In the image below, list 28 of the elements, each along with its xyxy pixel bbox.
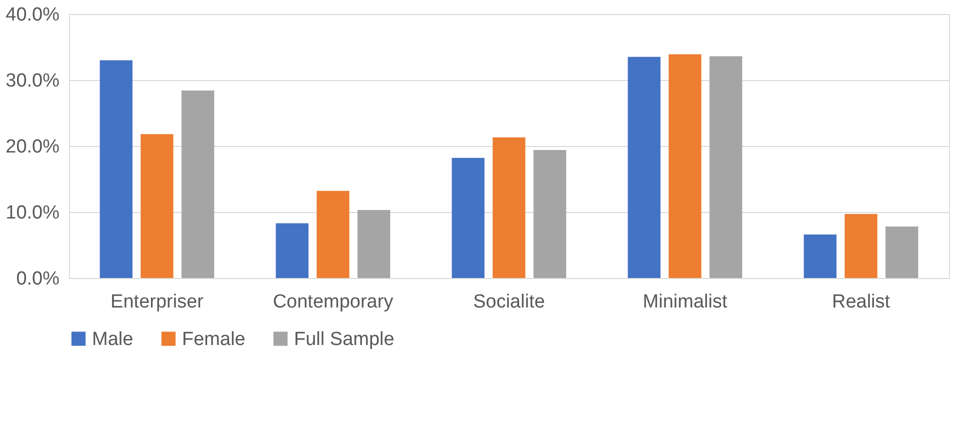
bar (804, 234, 836, 278)
bar (844, 214, 878, 278)
bar (358, 210, 390, 278)
bar (276, 223, 308, 278)
bar (534, 150, 566, 278)
bar (316, 190, 350, 278)
bar (668, 54, 702, 278)
bar (886, 226, 918, 278)
x-tick-label: Enterpriser (110, 292, 204, 312)
bar (710, 56, 742, 278)
bar (140, 134, 174, 278)
x-tick-label: Socialite (473, 292, 545, 312)
y-tick-label: 0.0% (16, 268, 60, 290)
bar (100, 60, 132, 278)
x-tick-label: Minimalist (642, 292, 728, 312)
legend-label: Male (92, 328, 134, 350)
legend-label: Full Sample (294, 328, 394, 350)
bar (492, 137, 526, 278)
y-tick-label: 30.0% (6, 70, 60, 92)
legend-label: Female (182, 328, 246, 350)
bar (182, 90, 214, 278)
y-tick-label: 20.0% (6, 136, 60, 158)
x-tick-label: Realist (832, 292, 891, 312)
y-tick-label: 10.0% (6, 202, 60, 224)
y-tick-label: 40.0% (6, 4, 60, 26)
x-tick-label: Contemporary (272, 292, 394, 312)
bar (628, 56, 660, 278)
bar (452, 158, 484, 278)
